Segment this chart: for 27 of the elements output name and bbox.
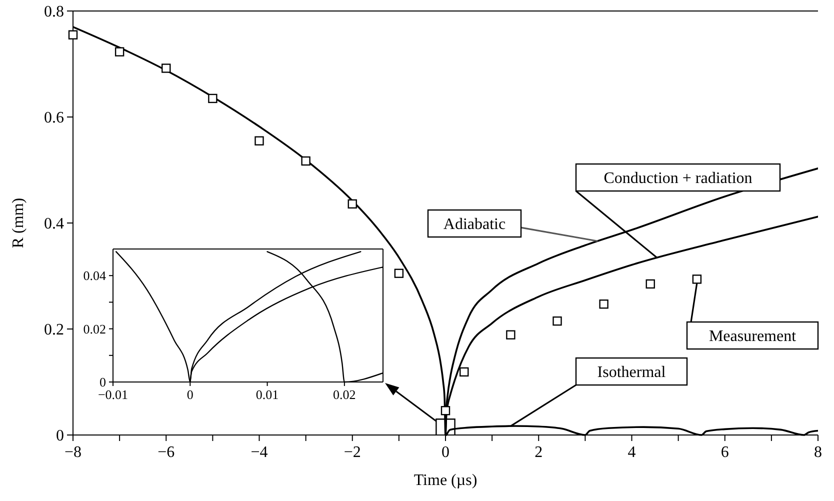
- x-axis-title: Time (µs): [414, 472, 478, 489]
- x-tick-label: −8: [64, 444, 82, 461]
- y-axis-title: R (mm): [10, 198, 27, 248]
- y-tick-label: 0.04: [83, 268, 106, 284]
- x-tick-label: 0.02: [333, 387, 356, 402]
- text: Measurement: [708, 328, 797, 346]
- x-tick-label: 0: [186, 387, 194, 402]
- x-tick-label: 0: [442, 444, 450, 461]
- y-tick-label: 0.6: [44, 110, 64, 127]
- y-tick-label: 0.2: [44, 322, 64, 339]
- text: Adiabatic: [443, 216, 506, 234]
- x-tick-label: −4: [250, 444, 268, 461]
- x-tick-label: −6: [158, 444, 175, 461]
- x-tick-label: 6: [720, 444, 729, 461]
- y-tick-label: 0.02: [83, 321, 106, 336]
- y-tick-label: 0.8: [44, 4, 64, 21]
- x-tick-label: −2: [344, 444, 361, 461]
- y-tick-label: 0.4: [44, 216, 64, 233]
- x-tick-label: −0.01: [98, 387, 128, 402]
- text: Conduction + radiation: [604, 170, 752, 188]
- y-tick-label: 0: [100, 374, 106, 390]
- x-tick-label: 2: [534, 444, 543, 461]
- x-tick-label: 4: [628, 444, 636, 461]
- text: Isothermal: [597, 364, 666, 382]
- y-tick-label: 0: [56, 428, 64, 445]
- x-tick-label: 0.01: [256, 387, 279, 402]
- x-tick-label: 8: [814, 444, 822, 461]
